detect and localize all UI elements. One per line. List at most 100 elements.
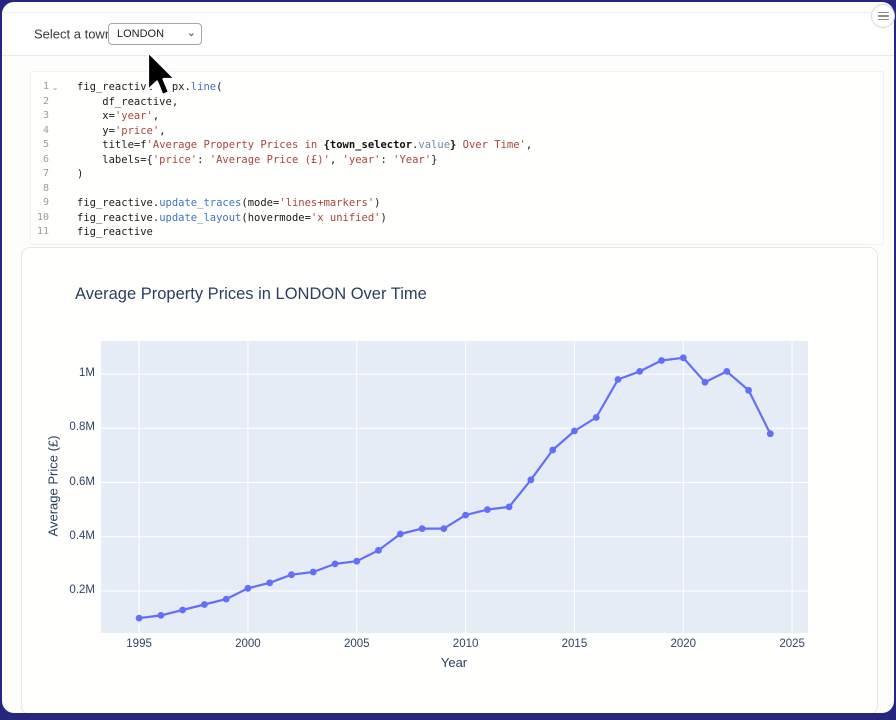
- y-tick-label: 0.8M: [69, 421, 95, 434]
- data-point-marker[interactable]: [505, 503, 513, 511]
- data-point-marker[interactable]: [745, 386, 752, 394]
- fold-col-spacer: [49, 183, 61, 198]
- code-line[interactable]: 2 df_reactive,: [31, 96, 883, 111]
- code-line-text: fig_reactive.update_traces(mode='lines+m…: [77, 197, 381, 209]
- code-line[interactable]: 1 ⌄ fig_reactive = px.line(: [31, 81, 883, 96]
- fold-col-spacer: [49, 226, 61, 241]
- fold-col-spacer: [49, 168, 61, 183]
- data-point-marker[interactable]: [658, 357, 665, 364]
- code-line[interactable]: 4 y='price',: [31, 125, 883, 140]
- y-tick-label: 1M: [79, 367, 95, 380]
- code-line-text: fig_reactive.update_layout(hovermode='x …: [77, 211, 387, 224]
- y-tick-label: 0.4M: [69, 529, 95, 542]
- data-point-marker[interactable]: [527, 476, 535, 484]
- control-header: Select a town: LONDON ⌄: [2, 12, 894, 56]
- data-point-marker[interactable]: [288, 571, 295, 579]
- data-point-marker[interactable]: [614, 376, 622, 383]
- data-point-marker[interactable]: [201, 601, 208, 608]
- town-select-wrap: LONDON ⌄: [108, 23, 202, 45]
- code-lines: 1 ⌄ fig_reactive = px.line(2 df_reactive, 3…: [31, 81, 883, 241]
- code-line[interactable]: 7): [31, 168, 883, 183]
- data-point-marker[interactable]: [222, 595, 230, 603]
- data-point-marker[interactable]: [462, 511, 469, 519]
- x-tick-label: 2005: [343, 638, 370, 650]
- fold-col-spacer: [49, 154, 61, 169]
- plot-area[interactable]: [101, 341, 808, 633]
- data-point-marker[interactable]: [309, 568, 317, 576]
- code-line-text: y='price',: [77, 124, 166, 137]
- data-point-marker[interactable]: [701, 378, 709, 386]
- data-point-marker[interactable]: [679, 354, 687, 362]
- data-point-marker[interactable]: [766, 430, 774, 438]
- data-point-marker[interactable]: [592, 414, 600, 421]
- x-tick-label: 2020: [670, 638, 697, 650]
- chart-output-card: Average Property Prices in LONDON Over T…: [21, 247, 878, 713]
- town-select[interactable]: LONDON: [108, 23, 202, 45]
- code-line[interactable]: 9 fig_reactive.update_traces(mode='lines+…: [31, 197, 883, 212]
- code-line-text: labels={'price': 'Average Price (£)', 'y…: [77, 153, 438, 166]
- fold-chevron-down-icon[interactable]: ⌄: [51, 83, 59, 92]
- code-line[interactable]: 6 labels={'price': 'Average Price (£)', …: [31, 154, 883, 169]
- fold-col-spacer: [49, 110, 61, 125]
- line-number: 11: [36, 226, 49, 237]
- data-point-marker[interactable]: [723, 368, 731, 375]
- fold-col-spacer: [49, 212, 61, 227]
- line-number: 8: [42, 182, 49, 194]
- data-point-marker[interactable]: [157, 612, 165, 619]
- data-point-marker[interactable]: [549, 446, 557, 454]
- y-tick-label: 0.6M: [69, 475, 95, 488]
- code-line[interactable]: 8: [31, 183, 883, 198]
- data-point-marker[interactable]: [440, 525, 448, 532]
- code-line[interactable]: 10 fig_reactive.update_layout(hovermode='…: [31, 212, 883, 227]
- data-point-marker[interactable]: [266, 579, 274, 587]
- x-tick-label: 2010: [452, 638, 479, 650]
- line-number: 7: [42, 168, 49, 179]
- data-point-marker[interactable]: [484, 506, 491, 513]
- app-menu-button[interactable]: [871, 4, 895, 28]
- chart-title: Average Property Prices in LONDON Over T…: [75, 285, 427, 303]
- line-number: 9: [42, 197, 49, 208]
- line-number: 6: [42, 153, 49, 165]
- data-point-marker[interactable]: [353, 557, 361, 565]
- data-point-marker[interactable]: [375, 546, 382, 554]
- y-tick-label: 0.2M: [69, 583, 95, 596]
- x-tick-label: 2015: [561, 638, 588, 650]
- code-line-text: x='year',: [77, 110, 160, 122]
- code-line[interactable]: 3 x='year',: [31, 110, 883, 125]
- line-number: 10: [36, 211, 49, 223]
- data-point-marker[interactable]: [135, 614, 143, 622]
- line-number: 2: [42, 95, 49, 107]
- data-point-marker[interactable]: [636, 368, 644, 375]
- code-line[interactable]: 11 fig_reactive: [31, 226, 883, 241]
- data-point-marker[interactable]: [244, 584, 252, 592]
- town-select-label: Select a town:: [34, 26, 116, 42]
- hamburger-menu-icon: [877, 11, 889, 21]
- x-axis-title: Year: [440, 655, 468, 670]
- x-tick-label: 2000: [235, 638, 261, 650]
- data-point-marker[interactable]: [331, 560, 339, 568]
- data-point-marker[interactable]: [571, 427, 578, 435]
- data-point-marker[interactable]: [418, 525, 426, 532]
- fold-col-spacer: [49, 125, 61, 140]
- fold-col-spacer: [49, 197, 61, 212]
- fold-col-spacer: [49, 96, 61, 111]
- data-point-marker[interactable]: [396, 530, 404, 538]
- code-line[interactable]: 5 title=f'Average Property Prices in {to…: [31, 139, 883, 154]
- code-line-text: fig_reactive: [77, 226, 153, 238]
- price-line-series: [138, 356, 772, 620]
- line-number: 5: [42, 139, 49, 150]
- code-line-text: ): [77, 168, 84, 180]
- code-editor[interactable]: 1 ⌄ fig_reactive = px.line(2 df_reactive, 3…: [30, 71, 884, 245]
- line-number: 3: [42, 110, 49, 121]
- line-number: 1: [42, 81, 49, 92]
- x-tick-label: 1995: [126, 638, 152, 650]
- code-line-text: fig_reactive = px.line(: [77, 81, 223, 93]
- line-number: 4: [42, 124, 49, 136]
- code-line-text: df_reactive,: [77, 95, 179, 108]
- code-line-text: title=f'Average Property Prices in {town…: [77, 139, 533, 151]
- code-line-text: [61, 183, 77, 198]
- chart-canvas: [101, 341, 808, 633]
- x-tick-label: 2025: [779, 638, 805, 650]
- data-point-marker[interactable]: [179, 606, 186, 614]
